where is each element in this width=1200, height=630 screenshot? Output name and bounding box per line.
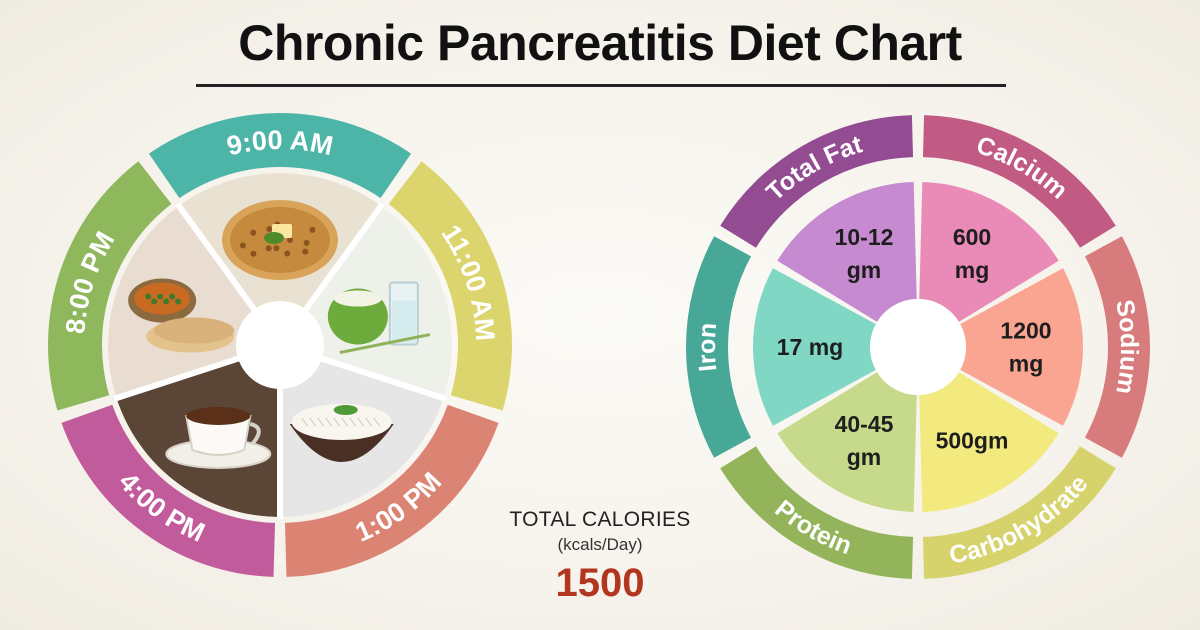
nutrient-value: 40-45	[835, 411, 894, 437]
title-underline	[196, 84, 1006, 87]
center-hub	[236, 301, 324, 389]
nutrient-value: 17 mg	[777, 334, 843, 360]
nutrient-value: 10-12	[835, 224, 894, 250]
total-calories-box: TOTAL CALORIES (kcals/Day) 1500	[470, 508, 730, 606]
page-title: Chronic Pancreatitis Diet Chart	[238, 15, 962, 71]
nutrient-wheel: Calcium600mgSodium1200mgCarbohydrate500g…	[686, 115, 1150, 579]
nutrient-value: mg	[955, 257, 990, 283]
nutrient-value: 600	[953, 224, 991, 250]
meal-time-segment: 9:00 AM	[148, 112, 412, 199]
total-calories-value: 1500	[555, 561, 645, 605]
nutrient-name: Sodium	[1110, 297, 1143, 396]
total-calories-unit: (kcals/Day)	[557, 535, 643, 554]
nutrient-value: gm	[847, 444, 882, 470]
center-hub	[870, 299, 966, 395]
nutrient-value: 1200	[1000, 318, 1051, 344]
nutrient-value: mg	[1009, 351, 1044, 377]
nutrient-value: gm	[847, 257, 882, 283]
nutrient-value: 500gm	[936, 428, 1009, 454]
total-calories-label: TOTAL CALORIES	[509, 508, 691, 531]
nutrient-sodium: Sodium 1200 mg	[960, 236, 1150, 458]
paratha-icon	[178, 173, 382, 345]
